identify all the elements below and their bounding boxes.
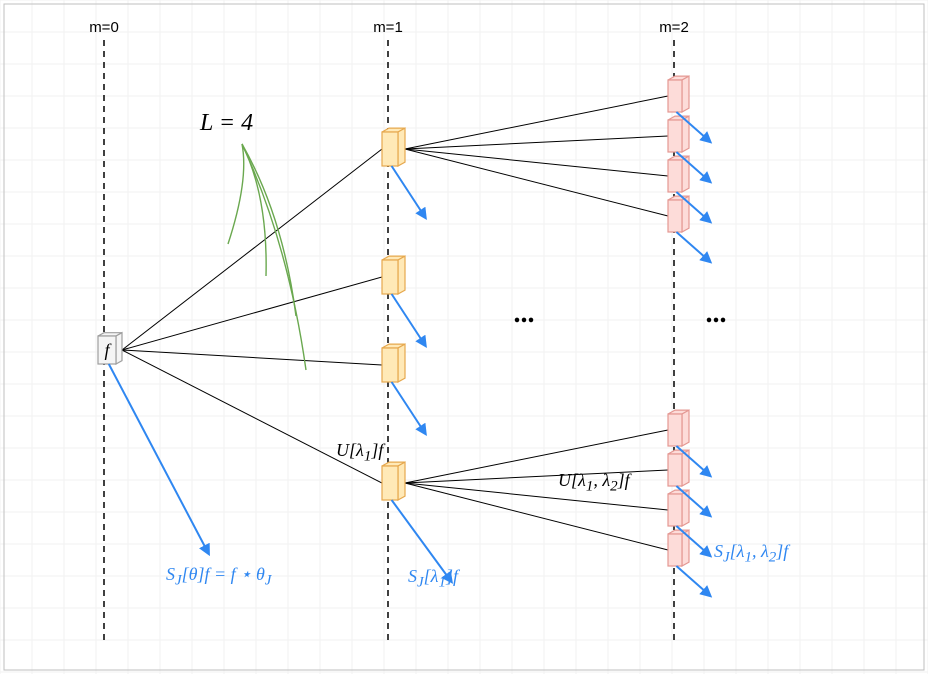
outer-border [4, 4, 924, 670]
node-root [98, 333, 122, 364]
l-equals-label: L = 4 [199, 110, 253, 136]
l4-pointer-lines [228, 144, 306, 370]
node-m1a [382, 128, 405, 166]
math-label-Ul12: U[λ1, λ2]f [558, 470, 630, 496]
node-m1c [382, 344, 405, 382]
node-m2d1 [668, 410, 689, 446]
node-m1b [382, 256, 405, 294]
column-label: m=2 [659, 19, 689, 36]
math-label-SJl12: SJ[λ1, λ2]f [714, 541, 788, 567]
node-m1d [382, 462, 405, 500]
ellipsis: ... [706, 298, 727, 329]
math-label-SJl1: SJ[λ1]f [408, 566, 458, 592]
column-label: m=1 [373, 19, 403, 36]
column-label: m=0 [89, 19, 119, 36]
node-m2a1 [668, 76, 689, 112]
ellipsis: ... [514, 298, 535, 329]
diagram-canvas: m=0m=1m=2fL = 4......U[λ1]fU[λ1, λ2]fSJ[… [0, 0, 928, 674]
math-label-SJtheta: SJ[θ]f = f ⋆ θJ [166, 564, 271, 590]
math-label-Ul1: U[λ1]f [336, 440, 383, 466]
diagram-svg: m=0m=1m=2fL = 4...... [0, 0, 928, 674]
